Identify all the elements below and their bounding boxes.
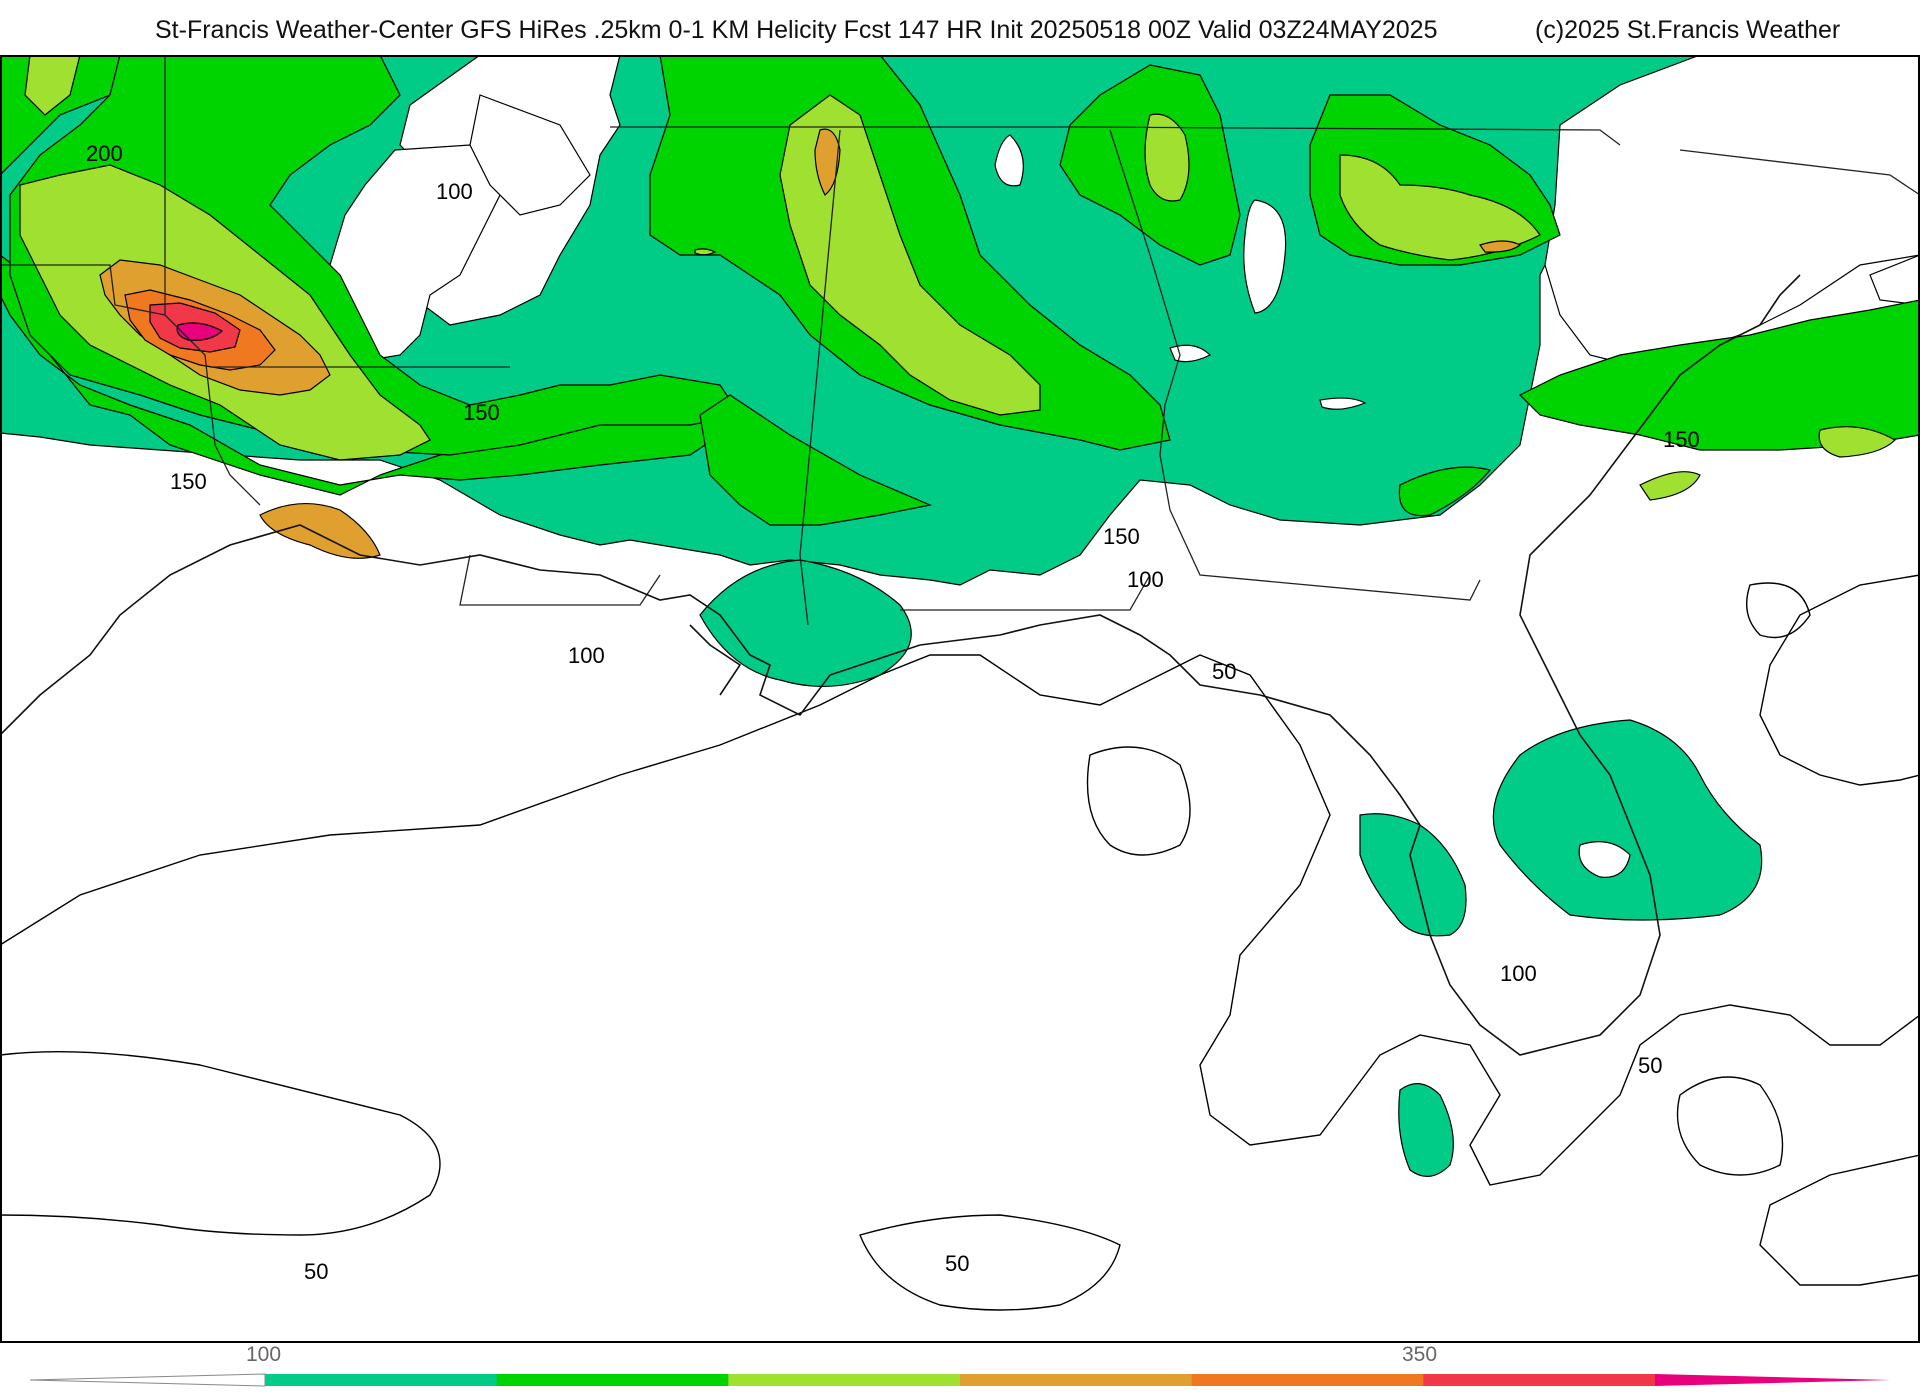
colorbar-swatch (1191, 1374, 1424, 1386)
contour-50-atl-east (1759, 1154, 1920, 1286)
contour-50-flgulf (1086, 746, 1191, 856)
contour-label: 50 (945, 1251, 969, 1276)
contour-label: 50 (1638, 1053, 1662, 1078)
contour-label: 50 (1212, 659, 1236, 684)
contour-50-blob (1746, 582, 1811, 639)
fill-400-west (176, 322, 224, 341)
colorbar-swatch (496, 1374, 729, 1386)
fill-150-al (649, 55, 1171, 451)
fill-200-tn (1144, 113, 1190, 202)
fill-250-ok (259, 503, 381, 559)
hole-ms-river (329, 144, 501, 361)
fill-200-north (24, 55, 81, 116)
title-text: St-Francis Weather-Center GFS HiRes .25k… (155, 16, 1438, 44)
colorbar-tick-low: 100 (246, 1343, 282, 1366)
hole-ga-1 (1169, 344, 1212, 363)
colorbar (29, 1373, 1890, 1387)
fill-100-fl-hole (1578, 841, 1631, 878)
hole-tn (994, 134, 1024, 187)
contour-50-south (0, 1050, 441, 1236)
fill-200-nc (1818, 426, 1896, 458)
fill-200-al (779, 94, 1041, 416)
contour-label: 100 (436, 179, 473, 204)
contour-label: 150 (1663, 427, 1700, 452)
fill-200-va (1339, 154, 1541, 261)
colorbar-swatch (728, 1374, 961, 1386)
fill-100-al-coast (699, 559, 912, 688)
helicity-map: 200 150 150 150 150 100 100 100 100 50 5… (0, 55, 1920, 1343)
state-borders (0, 55, 1920, 626)
contour-label: 100 (568, 643, 605, 668)
fill-150-ga (1398, 466, 1492, 517)
contour-label: 100 (1127, 567, 1164, 592)
colorbar-swatch (960, 1374, 1193, 1386)
colorbar-tick-high: 350 (1402, 1343, 1438, 1366)
contour-50-atl-south (1676, 1076, 1784, 1176)
map-frame (0, 55, 1920, 1343)
contour-label: 50 (304, 1259, 328, 1284)
fill-150-atlantic (1518, 299, 1920, 451)
colorbar-swatch (1423, 1374, 1656, 1386)
fill-200-sc (1639, 471, 1701, 501)
contour-50-south2 (859, 1214, 1121, 1311)
contour-50-east (1759, 574, 1920, 786)
fill-250-al (814, 128, 841, 196)
contour-label: 150 (1103, 524, 1140, 549)
fill-250-va (1479, 240, 1522, 253)
hole-ga-2 (1319, 397, 1367, 410)
contour-label: 200 (86, 141, 123, 166)
contour-label: 100 (1500, 961, 1537, 986)
copyright-text: (c)2025 St.Francis Weather (1535, 16, 1841, 44)
hole-nc (1243, 199, 1287, 314)
colorbar-swatch (265, 1374, 498, 1386)
coastlines (0, 274, 1801, 1056)
hole-coast (1869, 254, 1920, 306)
hole-north (469, 94, 591, 216)
map-title: St-Francis Weather-Center GFS HiRes .25k… (0, 16, 1920, 52)
contour-label: 150 (170, 469, 207, 494)
fill-150-ms (699, 394, 933, 526)
fill-200-al-small (694, 248, 717, 256)
fill-100-fl-south (1398, 1083, 1454, 1177)
contour-label: 150 (463, 400, 500, 425)
